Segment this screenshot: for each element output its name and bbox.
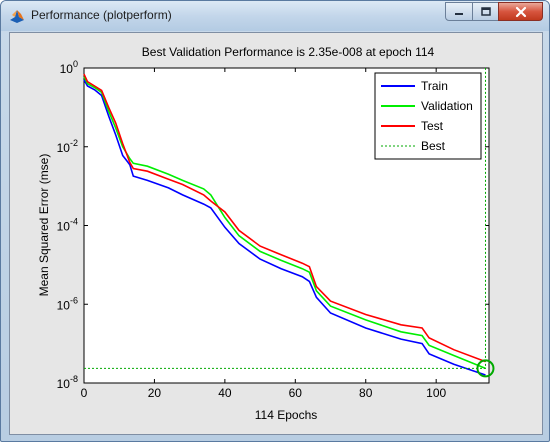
y-tick-base: 10	[60, 62, 74, 76]
matlab-icon	[10, 10, 24, 23]
y-tick-exponent: -4	[70, 217, 78, 227]
best-point-marker	[476, 359, 495, 378]
x-tick-label: 100	[426, 386, 446, 400]
x-tick-label: 40	[218, 386, 232, 400]
y-tick-base: 10	[57, 298, 71, 312]
window-title: Performance (plotperform)	[31, 8, 172, 22]
y-tick-label: 10-4	[57, 217, 78, 234]
series-line-test	[83, 73, 486, 363]
close-button[interactable]	[498, 2, 543, 21]
legend-label-test: Test	[421, 119, 444, 133]
y-tick-base: 10	[57, 141, 71, 155]
legend-label-train: Train	[421, 79, 448, 93]
y-tick-label: 10-8	[57, 374, 78, 391]
y-axis-label: Mean Squared Error (mse)	[37, 154, 51, 297]
legend-label-validation: Validation	[421, 99, 473, 113]
series-line-train	[83, 79, 486, 376]
legend-label-best: Best	[421, 139, 446, 153]
y-tick-label: 10-6	[57, 295, 78, 312]
y-tick-exponent: -2	[70, 138, 78, 148]
y-tick-base: 10	[57, 220, 71, 234]
y-tick-label: 100	[60, 59, 78, 76]
y-tick-exponent: -6	[70, 295, 78, 305]
chart-title: Best Validation Performance is 2.35e-008…	[142, 45, 435, 59]
y-tick-exponent: -8	[70, 374, 78, 384]
x-tick-label: 80	[359, 386, 373, 400]
x-tick-label: 0	[81, 386, 88, 400]
y-tick-label: 10-2	[57, 138, 78, 155]
title-bar[interactable]: Performance (plotperform)	[1, 1, 549, 31]
x-tick-label: 20	[148, 386, 162, 400]
legend: Train Validation Test Best	[374, 72, 482, 160]
minimize-button[interactable]	[445, 2, 473, 21]
series-line-best	[84, 68, 486, 369]
y-tick-base: 10	[57, 377, 71, 391]
minimize-icon	[455, 12, 463, 15]
maximize-button[interactable]	[472, 2, 499, 21]
maximize-icon	[480, 6, 491, 16]
x-axis-label: 114 Epochs	[255, 408, 318, 422]
x-tick-label: 60	[289, 386, 303, 400]
close-icon	[515, 6, 526, 17]
legend-box	[374, 72, 482, 160]
figure-area: Best Validation Performance is 2.35e-008…	[9, 32, 543, 435]
y-tick-exponent: 0	[73, 59, 78, 69]
performance-chart: Best Validation Performance is 2.35e-008…	[37, 45, 495, 422]
